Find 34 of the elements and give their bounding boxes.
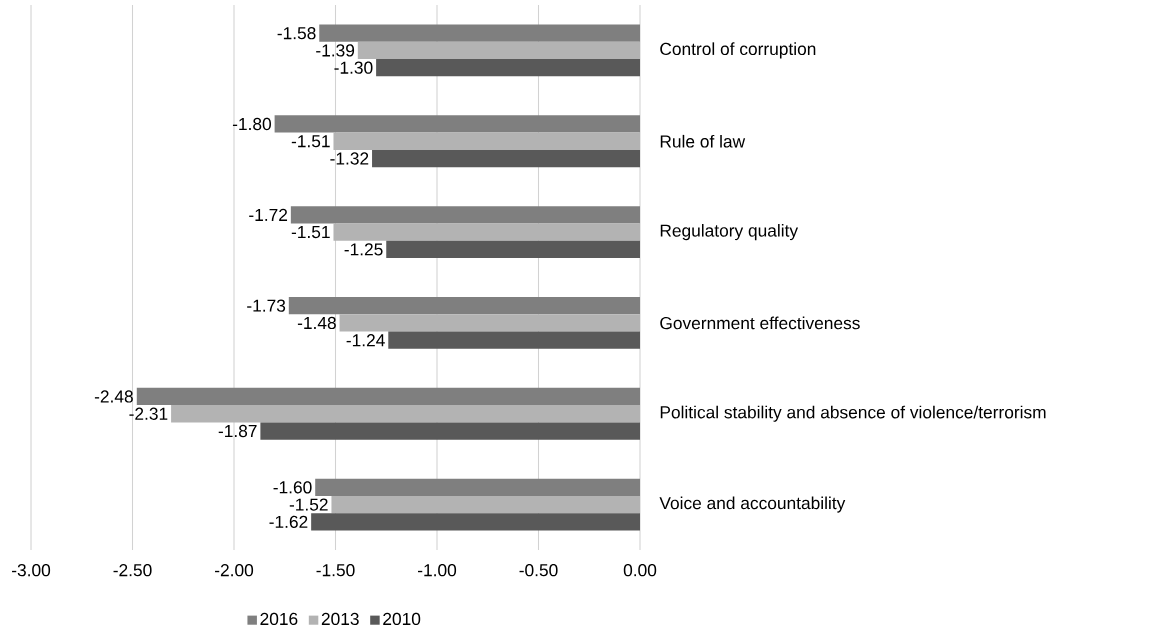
y-tick-label: Government effectiveness: [660, 316, 860, 330]
legend-label: 2016: [260, 612, 298, 626]
x-tick-label: -2.00: [215, 564, 254, 577]
x-tick-label: -3.00: [12, 564, 51, 577]
y-tick-label: Political stability and absence of violence/terrorism: [660, 405, 1046, 422]
data-label: -1.51: [291, 135, 330, 148]
x-tick-label: -1.00: [418, 564, 457, 577]
data-label: -1.32: [330, 152, 369, 165]
data-label: -1.52: [289, 498, 328, 511]
data-label: -1.39: [316, 44, 355, 57]
data-label: -1.58: [277, 27, 316, 40]
data-label: -1.73: [247, 299, 286, 312]
x-tick-label: -1.50: [316, 564, 355, 577]
data-label: -1.60: [273, 481, 312, 494]
y-tick-label: Regulatory quality: [660, 224, 799, 241]
y-tick-label: Voice and accountability: [659, 496, 846, 513]
legend-label: 2010: [383, 612, 421, 626]
data-label: -1.62: [269, 515, 308, 528]
data-label: -1.30: [334, 61, 373, 74]
data-label: -1.87: [218, 424, 257, 438]
legend-label: 2013: [321, 612, 359, 626]
x-tick-label: -2.50: [113, 564, 152, 577]
y-tick-label: Rule of law: [660, 134, 746, 148]
data-label: -1.51: [291, 226, 330, 239]
x-tick-label: 0.00: [623, 564, 657, 577]
data-label: -1.48: [297, 316, 336, 330]
data-label: -2.31: [129, 407, 168, 420]
data-label: -1.25: [344, 243, 383, 256]
data-label: -1.24: [346, 334, 385, 347]
x-tick-label: -0.50: [519, 564, 558, 577]
y-tick-label: Control of corruption: [660, 42, 816, 59]
data-label: -1.72: [249, 208, 288, 221]
data-label: -2.48: [94, 390, 133, 403]
data-label: -1.80: [232, 117, 271, 131]
